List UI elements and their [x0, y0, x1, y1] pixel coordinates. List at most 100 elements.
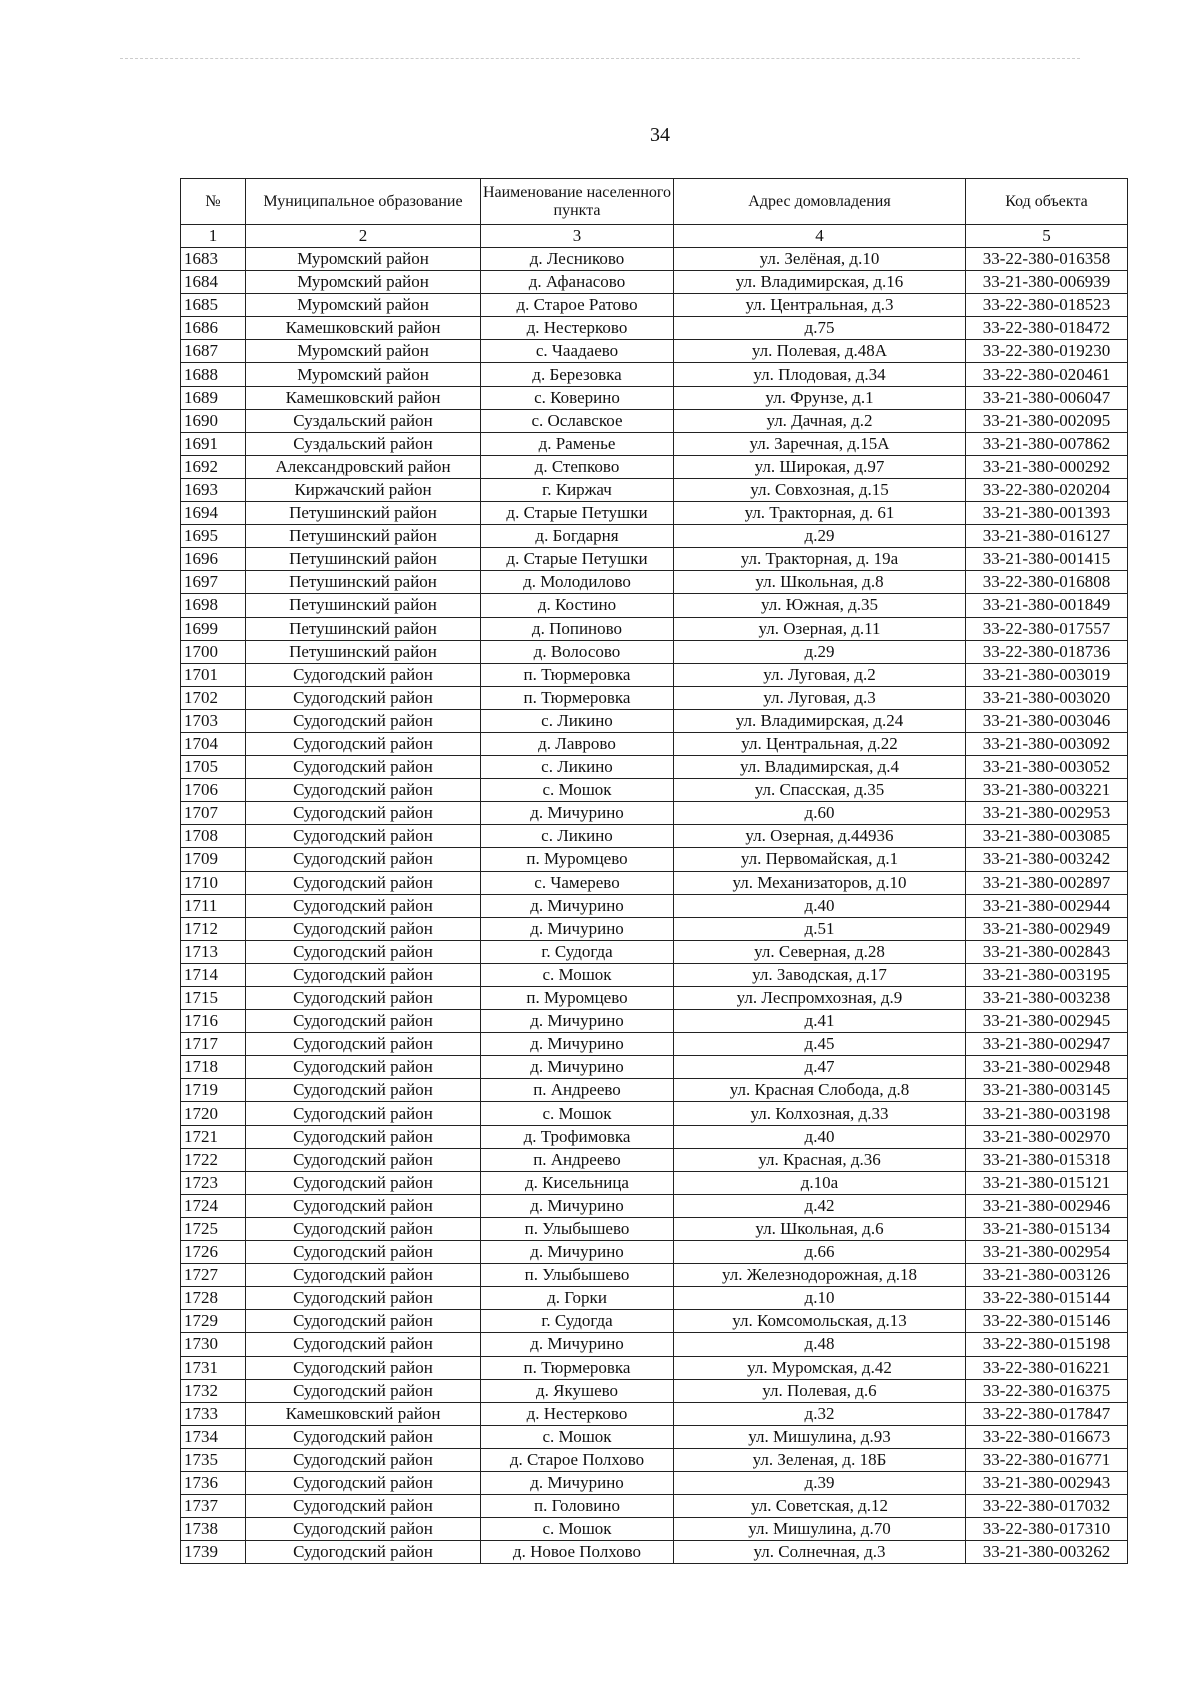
address-cell: д.75 [673, 316, 966, 341]
settlement-cell: с. Чаадаево [480, 339, 674, 364]
table-row: 1724 Судогодский район д. Мичурино д.42 33-2… [180, 1193, 1128, 1218]
table-row: 1694 Петушинский район д. Старые Петушки ул… [180, 501, 1128, 526]
address-cell: ул. Муромская, д.42 [673, 1355, 966, 1380]
settlement-cell: д. Мичурино [480, 1332, 674, 1357]
row-number: 1710 [180, 870, 246, 895]
settlement-cell: д. Мичурино [480, 916, 674, 941]
table-row: 1719 Судогодский район п. Андреево ул. Крас… [180, 1078, 1128, 1103]
settlement-cell: д. Мичурино [480, 1470, 674, 1496]
address-cell: д.51 [673, 916, 966, 941]
municipality-cell: Судогодский район [245, 916, 481, 941]
municipality-cell: Муромский район [245, 270, 481, 295]
municipality-cell: Судогодский район [245, 1378, 481, 1403]
object-code-cell: 33-21-380-003092 [965, 731, 1128, 757]
object-code-cell: 33-21-380-002970 [965, 1124, 1128, 1149]
settlement-cell: д. Мичурино [480, 1193, 674, 1218]
settlement-cell: с. Мошок [480, 1517, 674, 1542]
municipality-cell: Петушинский район [245, 639, 481, 664]
municipality-cell: Судогодский район [245, 824, 481, 849]
object-code-cell: 33-22-380-016221 [965, 1355, 1128, 1380]
municipality-cell: Петушинский район [245, 593, 481, 618]
row-number: 1698 [180, 593, 246, 618]
table-row: 1710 Судогодский район с. Чамерево ул. Меха… [180, 870, 1128, 895]
object-code-cell: 33-22-380-017847 [965, 1401, 1128, 1426]
settlement-cell: п. Муромцево [480, 847, 674, 872]
object-code-cell: 33-22-380-017032 [965, 1494, 1128, 1519]
address-cell: д.40 [673, 1124, 966, 1149]
row-number: 1690 [180, 408, 246, 433]
municipality-cell: Судогодский район [245, 847, 481, 872]
settlement-cell: с. Чамерево [480, 870, 674, 895]
address-cell: ул. Луговая, д.2 [673, 662, 966, 687]
table-row: 1732 Судогодский район д. Якушево ул. Полев… [180, 1378, 1128, 1403]
address-cell: ул. Школьная, д.8 [673, 570, 966, 595]
object-code-cell: 33-21-380-001849 [965, 593, 1128, 618]
row-number: 1711 [180, 893, 246, 918]
settlement-cell: д. Мичурино [480, 1240, 674, 1265]
table-row: 1699 Петушинский район д. Попиново ул. Озер… [180, 616, 1128, 641]
settlement-cell: д. Мичурино [480, 1009, 674, 1034]
column-number: 5 [965, 224, 1128, 248]
address-cell: ул. Плодовая, д.34 [673, 362, 966, 387]
table-row: 1733 Камешковский район д. Нестерково д.32 3… [180, 1401, 1128, 1426]
settlement-cell: п. Тюрмеровка [480, 1355, 674, 1380]
address-cell: д.48 [673, 1332, 966, 1357]
object-code-cell: 33-21-380-003019 [965, 662, 1128, 687]
address-cell: ул. Центральная, д.3 [673, 293, 966, 318]
settlement-cell: д. Лесниково [480, 246, 674, 272]
settlement-cell: п. Муромцево [480, 985, 674, 1011]
table-row: 1700 Петушинский район д. Волосово д.29 33-2… [180, 639, 1128, 664]
table-row: 1703 Судогодский район с. Ликино ул. Владим… [180, 708, 1128, 733]
municipality-cell: Судогодский район [245, 755, 481, 780]
object-code-cell: 33-21-380-002954 [965, 1240, 1128, 1265]
settlement-cell: д. Мичурино [480, 1055, 674, 1080]
settlement-cell: п. Тюрмеровка [480, 662, 674, 687]
row-number: 1726 [180, 1240, 246, 1265]
address-cell: ул. Северная, д.28 [673, 939, 966, 964]
row-number: 1715 [180, 985, 246, 1011]
table-row: 1722 Судогодский район п. Андреево ул. Крас… [180, 1147, 1128, 1172]
settlement-cell: г. Судогда [480, 1309, 674, 1334]
row-number: 1708 [180, 824, 246, 849]
settlement-cell: п. Улыбышево [480, 1216, 674, 1242]
settlement-cell: д. Трофимовка [480, 1124, 674, 1149]
municipality-cell: Петушинский район [245, 547, 481, 572]
settlement-cell: д. Мичурино [480, 801, 674, 826]
municipality-cell: Петушинский район [245, 501, 481, 526]
municipality-cell: Судогодский район [245, 1193, 481, 1218]
row-number: 1727 [180, 1263, 246, 1288]
address-cell: ул. Владимирская, д.24 [673, 708, 966, 733]
settlement-cell: с. Коверино [480, 385, 674, 410]
municipality-cell: Судогодский район [245, 1494, 481, 1519]
table-row: 1723 Судогодский район д. Кисельница д.10а 3… [180, 1170, 1128, 1195]
row-number: 1712 [180, 916, 246, 941]
table-row: 1716 Судогодский район д. Мичурино д.41 33-2… [180, 1009, 1128, 1034]
table-row: 1738 Судогодский район с. Мошок ул. Мишулин… [180, 1517, 1128, 1542]
address-cell: д.39 [673, 1470, 966, 1496]
municipality-cell: Муромский район [245, 293, 481, 318]
table-row: 1690 Суздальский район с. Ославское ул. Дач… [180, 408, 1128, 433]
object-code-cell: 33-21-380-003046 [965, 708, 1128, 733]
row-number: 1706 [180, 778, 246, 803]
address-cell: ул. Дачная, д.2 [673, 408, 966, 433]
table-row: 1715 Судогодский район п. Муромцево ул. Лес… [180, 985, 1128, 1011]
object-code-cell: 33-21-380-001415 [965, 547, 1128, 572]
object-code-cell: 33-22-380-018523 [965, 293, 1128, 318]
municipality-cell: Судогодский район [245, 1124, 481, 1149]
settlement-cell: с. Ликино [480, 708, 674, 733]
table-row: 1713 Судогодский район г. Судогда ул. Север… [180, 939, 1128, 964]
address-cell: ул. Первомайская, д.1 [673, 847, 966, 872]
object-code-cell: 33-21-380-007862 [965, 431, 1128, 456]
table-row: 1709 Судогодский район п. Муромцево ул. Пер… [180, 847, 1128, 872]
settlement-cell: с. Ославское [480, 408, 674, 433]
table-row: 1734 Судогодский район с. Мошок ул. Мишулин… [180, 1424, 1128, 1449]
municipality-cell: Судогодский район [245, 1517, 481, 1542]
address-cell: д.42 [673, 1193, 966, 1218]
object-code-cell: 33-21-380-001393 [965, 501, 1128, 526]
object-code-cell: 33-21-380-003198 [965, 1101, 1128, 1126]
row-number: 1683 [180, 246, 246, 272]
row-number: 1725 [180, 1216, 246, 1242]
row-number: 1721 [180, 1124, 246, 1149]
row-number: 1707 [180, 801, 246, 826]
row-number: 1702 [180, 685, 246, 710]
